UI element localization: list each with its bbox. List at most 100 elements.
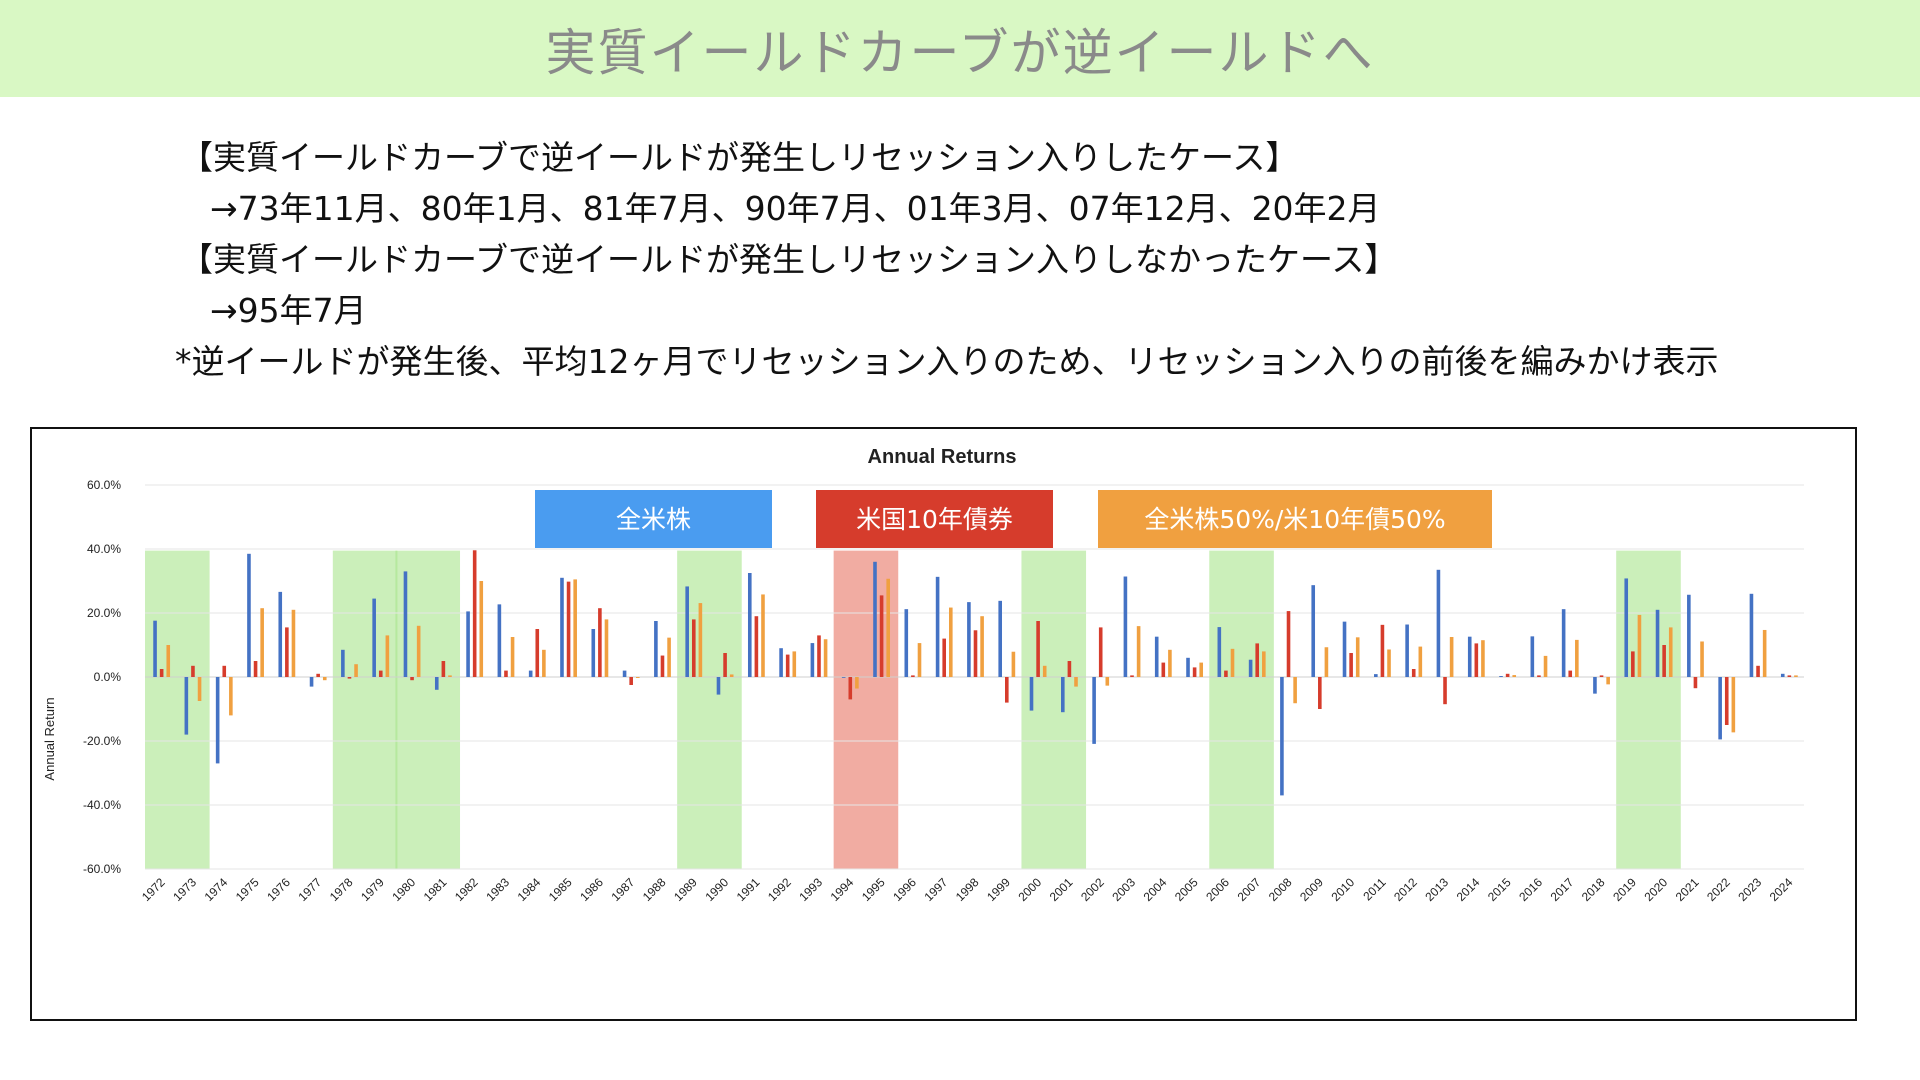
bar-mix-1991 (761, 594, 765, 677)
bar-bond-2018 (1599, 675, 1604, 677)
x-tick-label: 1979 (358, 875, 387, 904)
x-tick-label: 1974 (202, 875, 231, 904)
y-tick-label: 40.0% (87, 542, 121, 556)
bar-bond-1989 (691, 619, 696, 677)
bar-bond-1999 (1005, 677, 1009, 703)
bar-bond-2004 (1161, 662, 1166, 677)
bar-bond-1983 (504, 670, 508, 677)
bar-mix-2003 (1136, 626, 1141, 677)
bar-stock-2005 (1186, 657, 1190, 677)
bar-bond-2020 (1662, 645, 1666, 677)
bar-mix-1975 (260, 608, 264, 677)
x-tick-label: 1972 (139, 875, 168, 904)
bar-bond-2012 (1411, 669, 1416, 677)
x-tick-label: 1980 (389, 875, 418, 904)
bar-bond-1991 (754, 616, 759, 677)
bar-bond-1978 (347, 677, 352, 679)
bar-mix-2001 (1074, 677, 1078, 687)
bar-stock-1983 (497, 604, 502, 677)
bar-mix-2015 (1512, 675, 1517, 677)
x-tick-label: 1989 (671, 875, 700, 904)
bar-stock-1980 (403, 571, 408, 677)
bar-bond-1973 (191, 665, 195, 677)
bar-stock-1972 (153, 620, 157, 677)
notes-block: 【実質イールドカーブで逆イールドが発生しリセッション入りしたケース】 →73年1… (175, 132, 1880, 387)
x-tick-label: 1996 (890, 875, 919, 904)
note-line-recession-dates: →73年11月、80年1月、81年7月、90年7月、01年3月、07年12月、2… (210, 189, 1381, 228)
bar-bond-2014 (1474, 643, 1479, 677)
bar-bond-1976 (285, 627, 289, 677)
bar-bond-2013 (1443, 677, 1447, 705)
x-tick-label: 1998 (953, 875, 982, 904)
bar-stock-2020 (1655, 609, 1660, 677)
x-tick-label: 2001 (1047, 875, 1076, 904)
x-tick-label: 1983 (483, 875, 512, 904)
x-tick-label: 2013 (1422, 875, 1451, 904)
x-tick-label: 1991 (734, 875, 763, 904)
bar-mix-1973 (197, 677, 202, 701)
bar-bond-2005 (1192, 667, 1197, 677)
bar-stock-2011 (1374, 674, 1378, 677)
bar-bond-1997 (942, 638, 946, 677)
bar-mix-2019 (1637, 614, 1642, 677)
y-tick-label: -40.0% (83, 798, 121, 812)
bar-stock-1976 (278, 591, 283, 677)
bar-mix-2008 (1293, 677, 1297, 704)
chart-title: Annual Returns (868, 446, 1017, 468)
x-tick-label: 1993 (796, 875, 825, 904)
bar-layer (153, 550, 1798, 796)
bar-bond-1988 (660, 655, 665, 677)
x-tick-label: 2006 (1203, 875, 1232, 904)
bar-bond-1979 (378, 670, 383, 677)
bar-stock-2004 (1154, 636, 1159, 677)
bar-bond-1975 (253, 661, 258, 677)
bar-mix-1989 (698, 603, 703, 677)
legend-mix-box (1098, 490, 1492, 548)
bar-mix-1985 (573, 579, 577, 677)
bar-stock-2016 (1530, 636, 1535, 677)
bar-mix-1974 (229, 677, 233, 716)
x-tick-label: 2008 (1266, 875, 1295, 904)
bar-stock-1981 (434, 677, 439, 690)
bar-mix-2022 (1731, 677, 1736, 733)
shade-1972-1973 (145, 550, 210, 869)
bar-stock-1987 (622, 670, 627, 677)
x-tick-label: 2015 (1485, 875, 1514, 904)
bar-stock-2013 (1436, 569, 1441, 677)
x-tick-label: 1982 (452, 875, 481, 904)
bar-stock-2019 (1624, 578, 1629, 677)
x-tick-label: 1976 (264, 875, 293, 904)
x-tick-label: 1978 (327, 875, 356, 904)
bar-mix-2005 (1199, 662, 1204, 677)
x-tick-label: 2009 (1297, 875, 1326, 904)
bar-stock-2009 (1311, 585, 1316, 677)
x-tick-label: 1992 (765, 875, 794, 904)
x-tick-label: 2004 (1141, 875, 1170, 904)
x-tick-label: 2016 (1516, 875, 1545, 904)
bar-stock-2022 (1718, 677, 1722, 740)
bar-bond-2001 (1067, 661, 1072, 677)
bar-stock-2018 (1593, 677, 1597, 694)
bar-bond-1986 (598, 608, 602, 677)
bar-stock-1998 (967, 602, 971, 677)
bar-bond-2003 (1130, 675, 1134, 677)
note-line-no-recession-dates: →95年7月 (210, 291, 367, 330)
bar-stock-2003 (1123, 576, 1128, 677)
bar-stock-1973 (184, 677, 189, 735)
bar-stock-2024 (1780, 673, 1785, 677)
bar-stock-2010 (1342, 621, 1347, 677)
bar-mix-1979 (385, 635, 390, 677)
bar-mix-2021 (1700, 641, 1704, 677)
bar-stock-1989 (685, 586, 689, 677)
bar-bond-1987 (629, 677, 633, 685)
bar-bond-1990 (723, 653, 727, 677)
bar-stock-1974 (215, 677, 220, 764)
bar-stock-1992 (779, 648, 783, 677)
bar-stock-1996 (904, 609, 909, 677)
bar-bond-2007 (1255, 643, 1260, 677)
bar-mix-1983 (510, 637, 515, 677)
y-tick-label: -60.0% (83, 862, 121, 876)
x-tick-label: 2012 (1391, 875, 1420, 904)
bar-bond-1993 (817, 635, 821, 677)
grid-layer (145, 484, 1804, 870)
